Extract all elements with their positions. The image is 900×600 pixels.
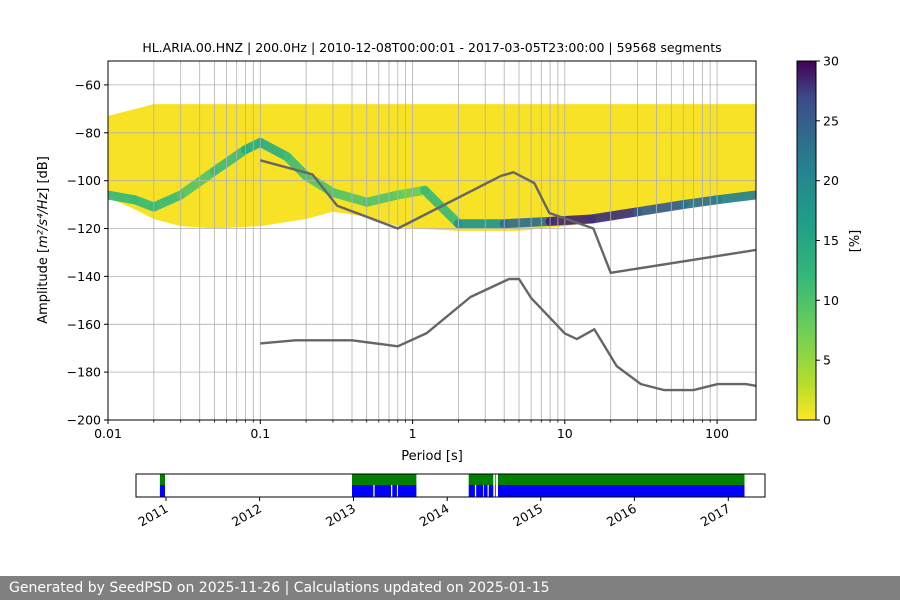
x-axis-label: Period [s] xyxy=(401,449,463,464)
y-tick-label: −100 xyxy=(67,173,101,188)
coverage-bar-blue xyxy=(483,485,488,497)
density-ridge-segment xyxy=(393,185,430,200)
coverage-bar-green xyxy=(498,474,745,485)
coverage-bar-blue xyxy=(352,485,374,497)
coverage-bar-blue xyxy=(468,485,475,497)
timeline-tick-label: 2016 xyxy=(604,501,639,530)
chart-title: HL.ARIA.00.HNZ | 200.0Hz | 2010-12-08T00… xyxy=(142,40,721,55)
colorbar-tick-label: 20 xyxy=(823,173,839,188)
timeline-frame xyxy=(135,473,766,498)
plot-area xyxy=(108,61,756,420)
y-axis-label-unit: m²/s⁴/Hz xyxy=(36,192,51,248)
y-tick-label: −200 xyxy=(67,413,101,428)
coverage-bar-green xyxy=(468,474,494,485)
coverage-bar-green xyxy=(159,474,165,485)
x-tick-label: 100 xyxy=(705,426,729,441)
footer-text: Generated by SeedPSD on 2025-11-26 | Cal… xyxy=(9,580,550,596)
y-axis-label-prefix: Amplitude [ xyxy=(36,248,51,324)
density-ridge-segment xyxy=(587,207,642,224)
colorbar-tick-label: 10 xyxy=(823,293,839,308)
colorbar-tick-label: 25 xyxy=(823,113,839,128)
coverage-bar-blue xyxy=(374,485,391,497)
data-coverage-timeline xyxy=(159,474,745,497)
y-tick-label: −160 xyxy=(67,317,101,332)
colorbar-tick-label: 15 xyxy=(823,233,839,248)
colorbar-tick-label: 30 xyxy=(823,54,839,69)
x-tick-label: 1 xyxy=(409,426,417,441)
density-ridge-segment xyxy=(499,216,555,229)
density-ridge-segment xyxy=(108,190,140,205)
background-density-band xyxy=(108,104,756,231)
y-axis-label: Amplitude [m²/s⁴/Hz] [dB] xyxy=(36,156,51,324)
density-ridge-segment xyxy=(328,188,372,207)
y-tick-label: −140 xyxy=(67,269,101,284)
timeline-tick-label: 2017 xyxy=(698,501,733,530)
y-tick-label: −180 xyxy=(67,365,101,380)
footer-bar: Generated by SeedPSD on 2025-11-26 | Cal… xyxy=(0,576,900,600)
coverage-bar-green xyxy=(352,474,417,485)
density-ridge-segment xyxy=(633,200,688,217)
coverage-bar-blue xyxy=(494,485,496,497)
timeline-tick-label: 2012 xyxy=(229,501,264,530)
coverage-bar-blue xyxy=(397,485,417,497)
plot-frame xyxy=(107,60,757,421)
colorbar-tick-label: 0 xyxy=(823,413,831,428)
density-ridge-segment xyxy=(362,190,403,207)
y-axis-label-suffix: ] [dB] xyxy=(36,156,51,193)
density-ridge-segment xyxy=(712,190,756,205)
coverage-bar-blue xyxy=(498,485,745,497)
low-noise-model-line xyxy=(260,277,756,392)
y-tick-label: −80 xyxy=(75,125,101,140)
colorbar-tick-label: 5 xyxy=(823,353,831,368)
density-ridge-segment xyxy=(176,166,219,200)
coverage-bar-blue xyxy=(488,485,494,497)
high-noise-model-line xyxy=(259,159,756,274)
timeline-tick-label: 2014 xyxy=(417,501,452,530)
density-ridge-segment xyxy=(255,137,292,162)
coverage-bar-green xyxy=(494,474,496,485)
y-tick-label: −120 xyxy=(67,221,101,236)
x-tick-label: 0.01 xyxy=(94,426,122,441)
timeline-tick-label: 2011 xyxy=(135,501,170,530)
colorbar-label: [%] xyxy=(848,230,863,253)
y-tick-label: −60 xyxy=(75,77,101,92)
coverage-bar-blue xyxy=(392,485,397,497)
x-tick-label: 0.1 xyxy=(250,426,270,441)
density-ridge-segment xyxy=(209,145,250,176)
coverage-bar-blue xyxy=(159,485,165,497)
density-ridge-segment xyxy=(149,190,186,212)
colorbar xyxy=(796,60,817,421)
x-tick-label: 10 xyxy=(557,426,573,441)
timeline-tick-label: 2015 xyxy=(510,501,545,530)
density-ridge-segment xyxy=(678,195,722,210)
coverage-bar-blue xyxy=(476,485,484,497)
timeline-tick-label: 2013 xyxy=(323,501,358,530)
psd-figure: HL.ARIA.00.HNZ | 200.0Hz | 2010-12-08T00… xyxy=(36,40,863,530)
